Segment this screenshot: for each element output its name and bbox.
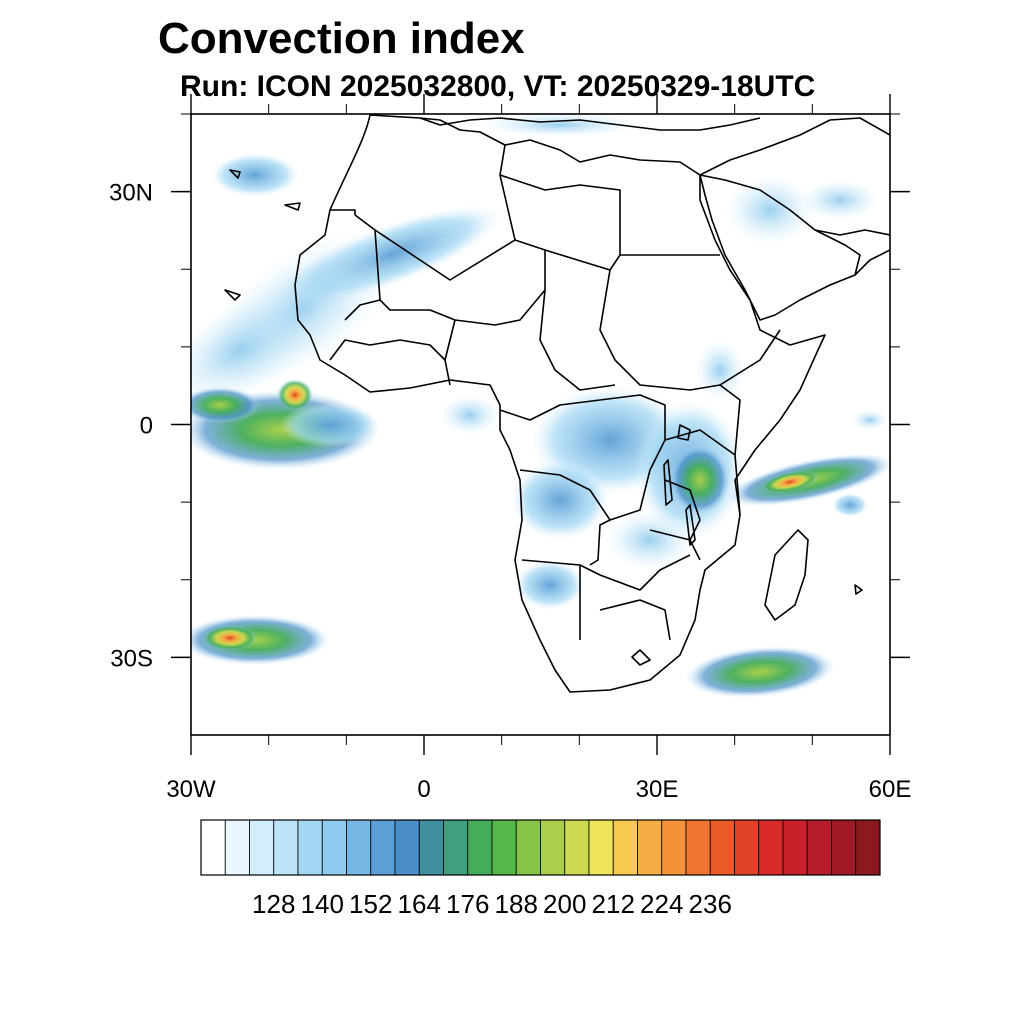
y-tick-label: 30S — [110, 645, 153, 672]
colorbar-swatch — [734, 819, 760, 876]
x-tick-label: 30W — [166, 776, 216, 803]
colorbar-swatch — [709, 819, 735, 876]
colorbar-swatch — [249, 819, 275, 876]
colorbar-label: 200 — [543, 889, 586, 919]
colorbar-swatch — [685, 819, 711, 876]
colorbar-swatch — [200, 819, 226, 876]
colorbar-label: 212 — [592, 889, 635, 919]
colorbar-label: 140 — [301, 889, 344, 919]
colorbar-swatch — [588, 819, 614, 876]
colorbar-swatch — [224, 819, 250, 876]
colorbar-swatch — [831, 819, 857, 876]
map-subtitle: Run: ICON 2025032800, VT: 20250329-18UTC — [180, 70, 816, 103]
colorbar-swatch — [758, 819, 784, 876]
x-tick-label: 60E — [869, 776, 912, 803]
y-tick-label: 0 — [140, 413, 153, 440]
colorbar-swatch — [637, 819, 663, 876]
colorbar-label: 176 — [446, 889, 489, 919]
coastlines — [224, 114, 890, 693]
colorbar-swatch — [855, 819, 881, 876]
africa-coastline — [294, 114, 826, 693]
colorbar-label: 128 — [252, 889, 295, 919]
colorbar-swatch — [806, 819, 832, 876]
madagascar-coastline — [764, 529, 809, 621]
colorbar-swatch — [564, 819, 590, 876]
colorbar: 128 140 152 164 176 188 200 212 224 236 — [200, 819, 881, 919]
x-tick-label: 0 — [417, 776, 430, 803]
map-title: Convection index — [158, 14, 525, 63]
colorbar-swatch — [321, 819, 347, 876]
colorbar-swatch — [443, 819, 469, 876]
colorbar-swatch — [782, 819, 808, 876]
colorbar-label: 164 — [398, 889, 441, 919]
colorbar-swatch — [661, 819, 687, 876]
convection-field — [191, 114, 890, 698]
colorbar-swatch — [491, 819, 517, 876]
colorbar-swatch — [418, 819, 444, 876]
colorbar-label: 152 — [349, 889, 392, 919]
colorbar-swatch — [297, 819, 323, 876]
colorbar-frame — [200, 819, 881, 876]
colorbar-label: 236 — [689, 889, 732, 919]
colorbar-swatch — [540, 819, 566, 876]
map-axes: 30W 0 30E 60E 30N 0 30S — [109, 94, 911, 803]
colorbar-label: 224 — [640, 889, 683, 919]
colorbar-swatch — [467, 819, 493, 876]
colorbar-swatch — [515, 819, 541, 876]
colorbar-swatch — [346, 819, 372, 876]
colorbar-swatch — [273, 819, 299, 876]
arabia-coastline — [699, 174, 861, 321]
colorbar-swatch — [394, 819, 420, 876]
colorbar-swatch — [612, 819, 638, 876]
colorbar-label: 188 — [495, 889, 538, 919]
colorbar-swatch — [370, 819, 396, 876]
y-tick-label: 30N — [109, 180, 153, 207]
x-tick-label: 30E — [636, 776, 679, 803]
